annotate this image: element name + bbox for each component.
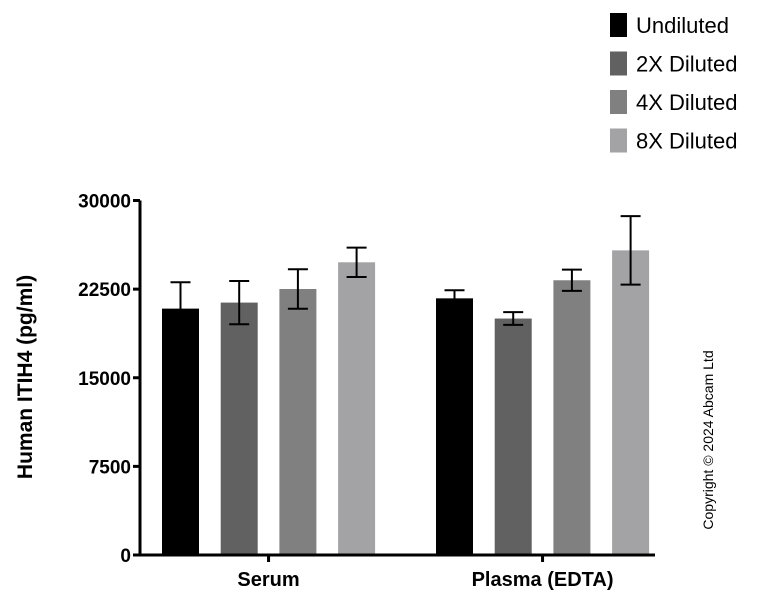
x-axis: Serum Plasma (EDTA) bbox=[138, 553, 655, 591]
bar bbox=[436, 298, 473, 555]
legend-label: 2X Diluted bbox=[636, 52, 738, 77]
copyright-text: Copyright © 2024 Abcam Ltd bbox=[700, 350, 716, 529]
y-tick-label: 22500 bbox=[78, 280, 131, 301]
error-bar bbox=[287, 268, 308, 310]
legend-label: 4X Diluted bbox=[636, 90, 738, 115]
legend: Undiluted 2X Diluted 4X Diluted 8X Diluted bbox=[610, 13, 738, 154]
bar bbox=[612, 250, 650, 555]
error-bar bbox=[170, 281, 191, 336]
error-bar bbox=[444, 289, 465, 308]
bar bbox=[553, 280, 591, 555]
x-tick-label: Plasma (EDTA) bbox=[472, 569, 614, 591]
bars bbox=[162, 215, 650, 555]
error-bar bbox=[346, 246, 367, 278]
error-bar bbox=[503, 311, 524, 326]
legend-label: Undiluted bbox=[636, 13, 729, 38]
legend-swatch bbox=[610, 51, 627, 76]
y-axis-label: Human ITIH4 (pg/ml) bbox=[14, 275, 37, 479]
x-tick-label: Serum bbox=[237, 569, 299, 591]
bar bbox=[338, 262, 376, 555]
y-axis: 0 7500 15000 22500 30000 bbox=[78, 192, 142, 567]
bar bbox=[162, 308, 199, 555]
bar bbox=[279, 289, 317, 555]
legend-swatch bbox=[610, 13, 627, 37]
error-bar bbox=[229, 279, 250, 326]
y-tick-label: 7500 bbox=[89, 457, 131, 478]
error-bar bbox=[620, 215, 641, 286]
bar bbox=[220, 302, 258, 555]
legend-swatch bbox=[610, 90, 627, 114]
y-tick-label: 15000 bbox=[78, 369, 131, 390]
y-tick-label: 30000 bbox=[78, 192, 131, 213]
y-tick-label: 0 bbox=[120, 546, 131, 567]
legend-swatch bbox=[610, 128, 627, 153]
legend-label: 8X Diluted bbox=[636, 129, 738, 154]
bar bbox=[494, 318, 532, 555]
error-bar bbox=[561, 268, 582, 292]
